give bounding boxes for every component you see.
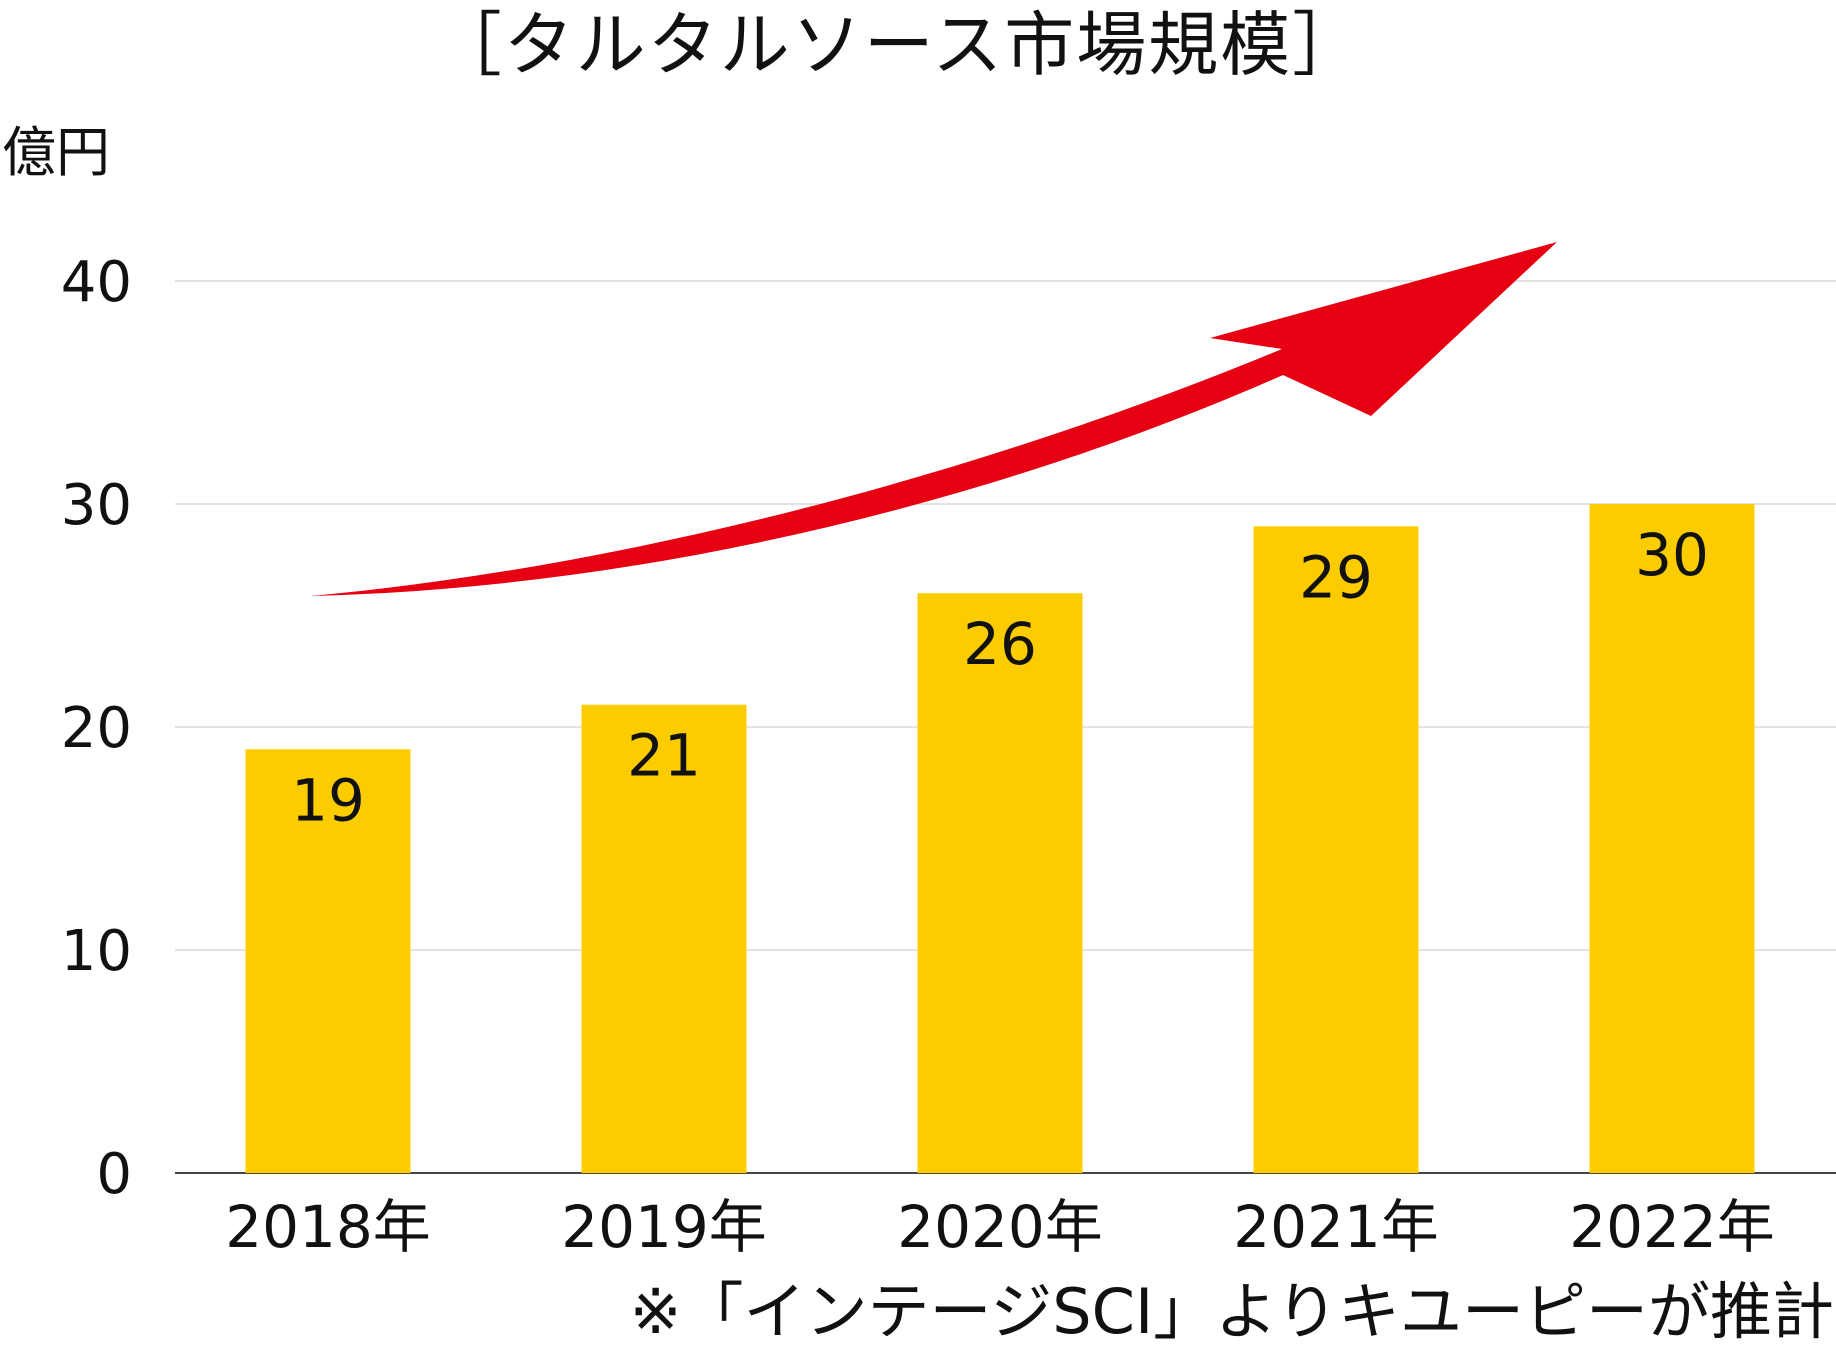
chart-title: ［タルタルソース市場規模］ [431,4,1365,86]
x-tick-label: 2022年 [1569,1193,1775,1261]
x-tick-label: 2018年 [225,1193,431,1261]
x-axis-ticks: 2018年 2019年 2020年 2021年 2022年 [225,1193,1775,1261]
y-tick-label: 10 [61,919,132,984]
y-axis-ticks: 0 10 20 30 40 [61,250,132,1207]
data-label: 26 [963,610,1037,678]
x-tick-label: 2019年 [561,1193,767,1261]
bar [581,704,747,1173]
y-tick-label: 0 [96,1142,132,1207]
y-axis-unit-label: 億円 [2,121,110,184]
data-labels: 19 21 26 29 30 [291,521,1709,834]
data-label: 19 [291,766,365,834]
bar [917,593,1083,1173]
bar [1253,526,1419,1173]
y-tick-label: 20 [61,696,132,761]
source-note: ※「インテージSCI」よりキユーピーが推計 [629,1275,1834,1348]
x-tick-label: 2021年 [1233,1193,1439,1261]
y-tick-label: 40 [61,250,132,315]
bars [245,504,1755,1173]
data-label: 29 [1299,543,1373,611]
data-label: 21 [627,722,701,790]
trend-arrow [310,242,1557,596]
y-tick-label: 30 [61,473,132,538]
x-tick-label: 2020年 [897,1193,1103,1261]
bar [245,749,411,1173]
data-label: 30 [1635,521,1709,589]
bar [1589,504,1755,1173]
trend-arrow-icon [310,242,1557,596]
